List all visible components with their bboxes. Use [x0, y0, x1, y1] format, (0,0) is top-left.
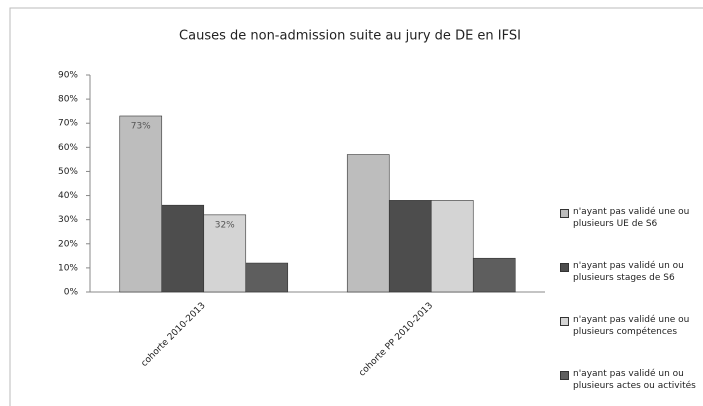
y-tick-label: 50% — [58, 167, 78, 177]
y-tick-label: 20% — [58, 239, 78, 249]
y-tick-label: 0% — [64, 288, 79, 298]
legend-entry: n'ayant pas validé un ou plusieurs stage… — [560, 260, 703, 284]
bar — [388, 200, 432, 293]
bar — [161, 204, 205, 293]
bar — [430, 200, 474, 293]
bar — [119, 115, 163, 293]
legend-entry: n'ayant pas validé un ou plusieurs actes… — [560, 368, 703, 392]
legend-label: n'ayant pas validé un ou plusieurs stage… — [573, 261, 684, 283]
y-tick-label: 90% — [58, 71, 78, 81]
legend-swatch — [560, 209, 569, 218]
y-tick-label: 80% — [58, 95, 78, 105]
bar — [245, 262, 289, 293]
legend-label: n'ayant pas validé un ou plusieurs actes… — [573, 369, 696, 391]
data-label: 32% — [215, 220, 235, 230]
legend-entry: n'ayant pas validé une ou plusieurs comp… — [560, 314, 703, 338]
x-tick-label: cohorte PP 2010-2013 — [357, 301, 435, 379]
data-label: 73% — [131, 121, 151, 131]
y-tick-label: 40% — [58, 191, 78, 201]
legend-swatch — [560, 371, 569, 380]
y-tick-label: 10% — [58, 263, 78, 273]
legend-label: n'ayant pas validé une ou plusieurs comp… — [573, 315, 690, 337]
bar — [203, 214, 247, 293]
legend-swatch — [560, 263, 569, 272]
legend-swatch — [560, 317, 569, 326]
chart-title: Causes de non-admission suite au jury de… — [179, 29, 521, 44]
y-tick-label: 60% — [58, 143, 78, 153]
legend-entry: n'ayant pas validé une ou plusieurs UE d… — [560, 206, 703, 230]
bar — [472, 257, 516, 293]
y-tick-label: 30% — [58, 215, 78, 225]
chart-frame — [9, 7, 703, 406]
y-tick-label: 70% — [58, 119, 78, 129]
x-tick-label: cohorte 2010-2013 — [140, 301, 208, 369]
legend-label: n'ayant pas validé une ou plusieurs UE d… — [573, 207, 690, 229]
bar — [346, 154, 390, 293]
